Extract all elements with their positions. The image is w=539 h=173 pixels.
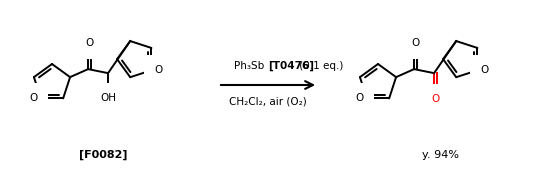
Text: O: O	[154, 65, 163, 75]
Text: Ph₃Sb: Ph₃Sb	[234, 61, 268, 71]
Text: O: O	[411, 38, 419, 48]
Text: O: O	[85, 38, 93, 48]
Text: [F0082]: [F0082]	[79, 150, 127, 160]
Text: CH₂Cl₂, air (O₂): CH₂Cl₂, air (O₂)	[229, 97, 307, 107]
Text: OH: OH	[100, 93, 116, 103]
Text: (0.1 eq.): (0.1 eq.)	[296, 61, 343, 71]
Text: O: O	[431, 94, 439, 104]
Text: [T0476]: [T0476]	[268, 61, 314, 71]
Text: O: O	[480, 65, 488, 75]
Text: O: O	[356, 93, 364, 103]
Text: O: O	[30, 93, 38, 103]
Text: y. 94%: y. 94%	[421, 150, 459, 160]
